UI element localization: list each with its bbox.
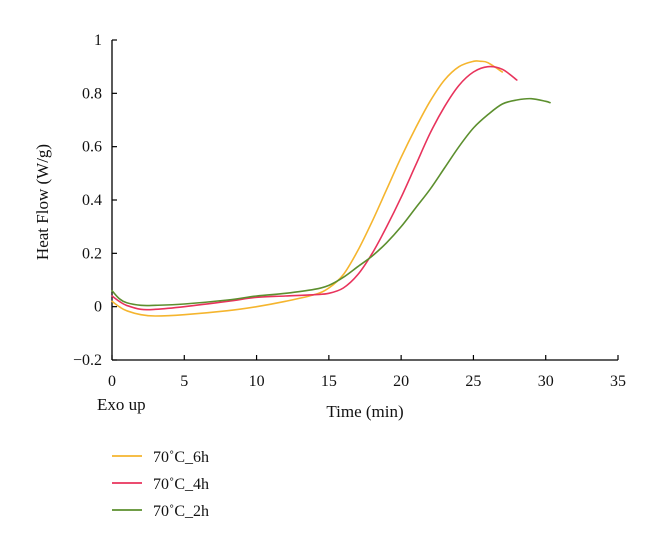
x-tick-label: 35	[610, 373, 626, 390]
x-tick-label: 10	[249, 373, 265, 390]
x-tick-label: 25	[465, 373, 481, 390]
series-lines	[111, 60, 551, 317]
x-tick-label: 20	[393, 373, 409, 390]
y-tick-label: 1	[94, 32, 102, 49]
legend-item-70-c-6h: 70˚C_6h	[112, 449, 209, 466]
x-tick-label: 5	[180, 373, 188, 390]
series-line-70-c-6h	[111, 60, 504, 317]
legend: 70˚C_6h 70˚C_4h 70˚C_2h	[112, 449, 209, 520]
series-line-70-c-2h	[111, 97, 551, 307]
y-tick-label: 0	[94, 299, 102, 316]
x-axis-title: Time (min)	[326, 402, 403, 421]
y-tick-label: 0.6	[82, 139, 102, 156]
legend-item-70-c-2h: 70˚C_2h	[112, 503, 209, 520]
y-tick-label: 0.2	[82, 245, 102, 262]
series-line-70-c-4h	[111, 65, 518, 311]
y-tick-label: 0.8	[82, 85, 102, 102]
y-tick-label: 0.4	[82, 192, 102, 209]
y-axis-title: Heat Flow (W/g)	[33, 144, 52, 260]
y-ticks: −0.2 0 0.2 0.4 0.6 0.8 1	[73, 32, 117, 369]
legend-label: 70˚C_6h	[153, 449, 209, 466]
legend-item-70-c-4h: 70˚C_4h	[112, 476, 209, 493]
y-tick-label: −0.2	[73, 352, 102, 369]
x-tick-label: 15	[321, 373, 337, 390]
legend-label: 70˚C_2h	[153, 503, 209, 520]
legend-label: 70˚C_4h	[153, 476, 209, 493]
exo-up-annotation: Exo up	[97, 395, 146, 414]
x-tick-label: 0	[108, 373, 116, 390]
x-ticks: 0 5 10 15 20 25 30 35	[108, 355, 626, 390]
plot-area: 0 5 10 15 20 25 30 35 −0.2 0 0.2 0.4 0.6 0.8 1	[73, 32, 626, 390]
x-tick-label: 30	[538, 373, 554, 390]
